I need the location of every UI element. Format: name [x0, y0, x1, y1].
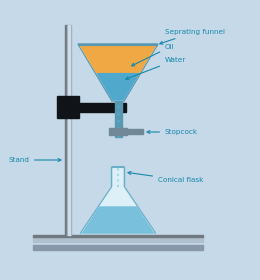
Polygon shape [82, 167, 154, 233]
Polygon shape [80, 45, 156, 100]
Polygon shape [82, 207, 153, 233]
Bar [65, 25, 67, 235]
Text: Stopcock: Stopcock [147, 129, 198, 135]
Bar [33, 245, 203, 250]
Bar [63, 103, 126, 112]
Polygon shape [81, 167, 155, 233]
Bar [67, 25, 71, 235]
Text: Seprating funnel: Seprating funnel [160, 29, 225, 44]
Bar [33, 237, 203, 242]
Polygon shape [78, 44, 158, 101]
Bar [115, 100, 122, 137]
Polygon shape [97, 74, 139, 100]
Bar [57, 96, 79, 118]
Polygon shape [80, 45, 156, 74]
Text: Conical flask: Conical flask [128, 172, 203, 183]
Text: Oil: Oil [132, 44, 175, 66]
Bar [68, 25, 70, 235]
Bar [33, 235, 203, 237]
Text: Stand: Stand [8, 157, 61, 163]
Text: Water: Water [126, 57, 186, 80]
Bar [109, 128, 127, 135]
Bar [127, 129, 143, 134]
